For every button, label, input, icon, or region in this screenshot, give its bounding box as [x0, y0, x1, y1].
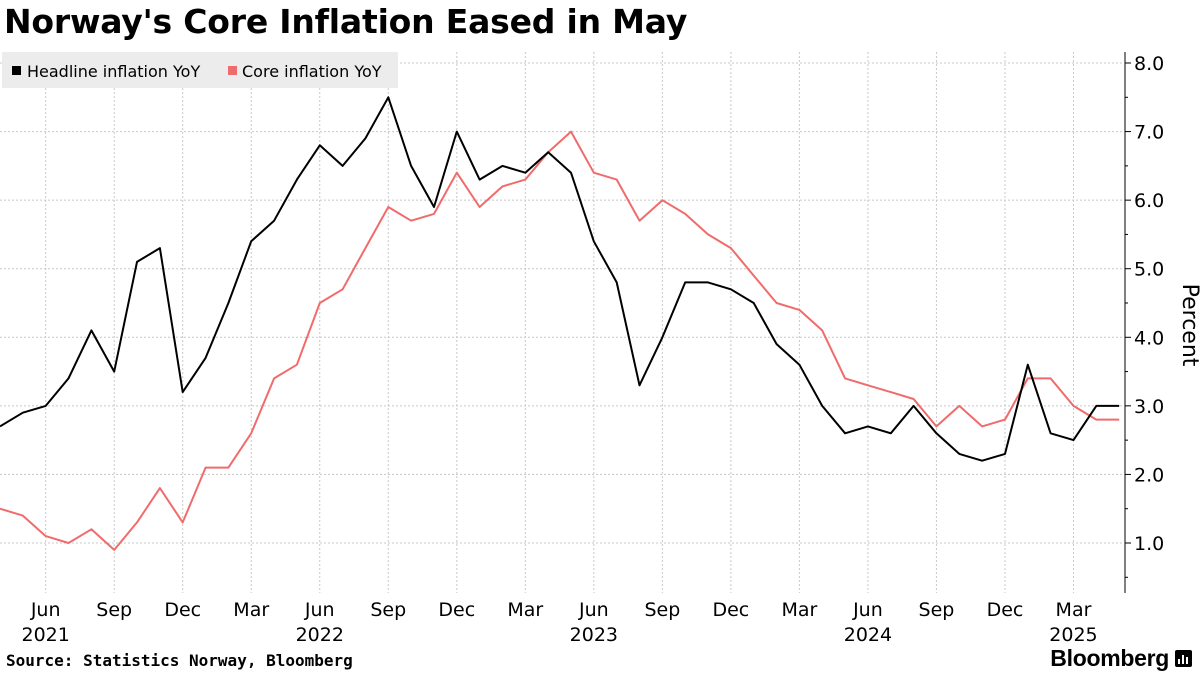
legend-label-headline: Headline inflation YoY	[27, 62, 200, 81]
bloomberg-terminal-icon	[1175, 650, 1192, 667]
y-tick-label: 2.0	[1134, 464, 1164, 486]
legend-background	[2, 52, 398, 88]
x-tick-label: Dec	[438, 599, 475, 621]
x-tick-label: Mar	[507, 599, 543, 621]
x-year-label: 2021	[22, 624, 70, 646]
y-axis-title: Percent	[1177, 284, 1200, 367]
brand-name: Bloomberg	[1050, 645, 1169, 671]
series-line-headline	[0, 96, 1120, 462]
series-lines	[0, 96, 1120, 551]
source-note: Source: Statistics Norway, Bloomberg	[6, 651, 353, 670]
x-year-label: 2023	[570, 624, 618, 646]
x-year-label: 2022	[296, 624, 344, 646]
x-tick-label: Jun	[30, 599, 61, 621]
x-year-label: 2025	[1049, 624, 1097, 646]
gridlines	[0, 52, 1124, 593]
x-tick-label: Jun	[578, 599, 609, 621]
y-tick-label: 6.0	[1134, 190, 1164, 212]
chart-title: Norway's Core Inflation Eased in May	[4, 2, 688, 41]
y-tick-label: 7.0	[1134, 122, 1164, 144]
brand-logo: Bloomberg	[1050, 645, 1192, 672]
x-tick-label: Jun	[852, 599, 883, 621]
y-tick-label: 1.0	[1134, 533, 1164, 555]
x-axis: Jun 2021 Sep Dec Mar Jun 2022 Sep Dec Mar Jun 2023 S…	[22, 599, 1098, 646]
legend-label-core: Core inflation YoY	[242, 62, 382, 81]
x-tick-label: Sep	[919, 599, 955, 621]
x-tick-label: Mar	[781, 599, 817, 621]
x-year-label: 2024	[844, 624, 892, 646]
y-tick-label: 5.0	[1134, 259, 1164, 281]
x-tick-label: Dec	[712, 599, 749, 621]
legend-swatch-headline	[12, 66, 21, 75]
x-tick-label: Sep	[96, 599, 132, 621]
x-tick-label: Dec	[164, 599, 201, 621]
legend: Headline inflation YoY Core inflation Yo…	[2, 52, 398, 88]
x-tick-label: Dec	[987, 599, 1024, 621]
legend-swatch-core	[228, 66, 237, 75]
y-tick-label: 8.0	[1134, 53, 1164, 75]
x-tick-label: Sep	[370, 599, 406, 621]
y-tick-label: 3.0	[1134, 396, 1164, 418]
x-tick-label: Jun	[304, 599, 335, 621]
series-line-core	[0, 130, 1120, 551]
y-axis: 1.0 2.0 3.0 4.0 5.0 6.0 7.0 8.0	[1124, 52, 1164, 593]
x-tick-label: Mar	[1056, 599, 1092, 621]
x-tick-label: Mar	[233, 599, 269, 621]
x-tick-label: Sep	[644, 599, 680, 621]
y-tick-label: 4.0	[1134, 327, 1164, 349]
